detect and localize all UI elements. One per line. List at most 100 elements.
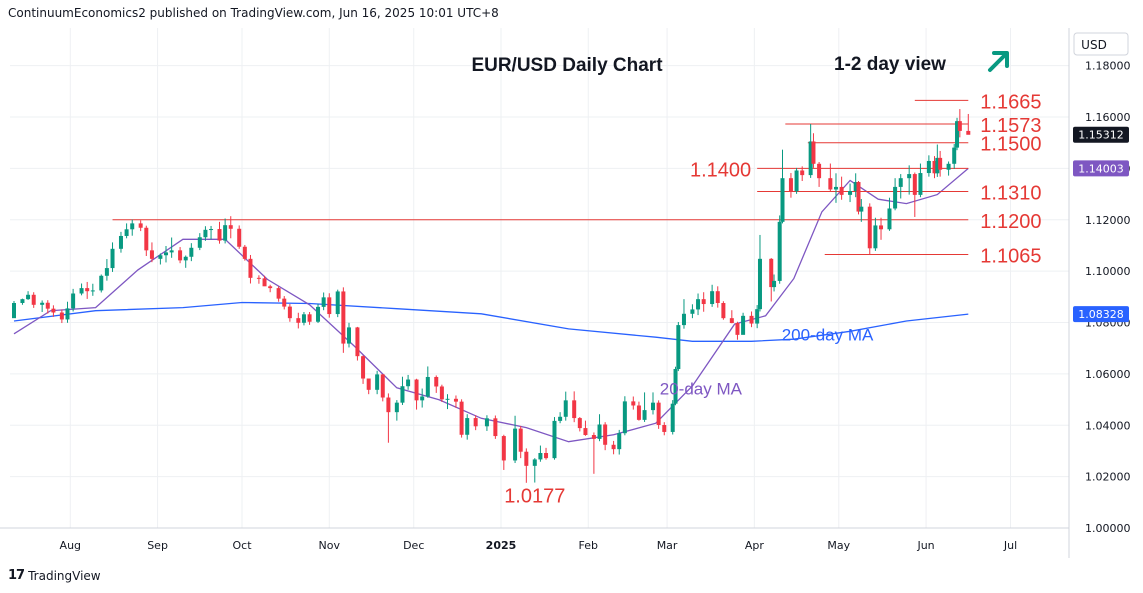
candle-body [282, 298, 287, 307]
annotation-label: 20-day MA [660, 379, 743, 398]
candle-body [741, 315, 746, 335]
candle-body [197, 237, 202, 248]
candle-body [307, 314, 312, 322]
candle-body [493, 418, 498, 437]
x-tick-label: Oct [233, 539, 253, 552]
candle-body [321, 297, 326, 307]
candle-body [808, 141, 813, 176]
candle-body [532, 459, 537, 466]
candle-body [538, 453, 543, 460]
currency-box[interactable] [1073, 32, 1129, 56]
footer[interactable]: 17 TradingView [8, 568, 101, 583]
candle-body [800, 170, 805, 176]
candle-body [735, 323, 740, 335]
candle-body [355, 327, 360, 357]
candle-body [124, 229, 129, 236]
candle-body [893, 186, 898, 209]
annotation-label: 1.0177 [504, 486, 565, 508]
currency-label: USD [1081, 38, 1107, 52]
candle-body [833, 186, 838, 190]
candle-body [859, 206, 864, 212]
candle-body [262, 278, 267, 287]
price-tags: 1.15312 1.14003 1.08328 [1073, 126, 1129, 323]
candle-body [164, 252, 169, 256]
candle-body [45, 302, 50, 309]
candle-body [690, 309, 695, 314]
candle-body [465, 418, 470, 435]
candle-body [873, 225, 878, 249]
chart-pane [10, 28, 1069, 528]
candle-body [237, 228, 242, 247]
candle-body [183, 256, 188, 261]
candle-body [380, 374, 385, 398]
candle-body [696, 299, 701, 310]
candle-body [676, 325, 681, 370]
y-tick-label: 1.10000 [1085, 265, 1131, 278]
candle-body [130, 223, 135, 230]
candle-body [445, 398, 450, 400]
x-tick-label: Apr [745, 539, 765, 552]
tradingview-brand: TradingView [28, 568, 101, 583]
candle-body [453, 398, 458, 402]
candle-body [907, 174, 912, 179]
level-label: 1.1400 [690, 159, 751, 181]
candle-body [118, 235, 123, 249]
candle-body [375, 374, 380, 390]
candle-body [189, 247, 194, 257]
candle-body [583, 428, 588, 436]
level-label: 1.1573 [980, 115, 1041, 137]
candle-body [335, 291, 340, 315]
candle-body [946, 163, 951, 170]
candle-body [420, 396, 425, 401]
candle-body [757, 258, 762, 310]
price-tag-box [1073, 126, 1129, 143]
candle-body [656, 402, 661, 426]
level-label: 1.1310 [980, 183, 1041, 205]
candle-body [856, 182, 861, 212]
candle-body [710, 291, 715, 305]
candle-body [242, 246, 247, 259]
candle-body [603, 424, 608, 445]
candle-body [777, 221, 782, 281]
candle-body [386, 397, 391, 413]
candle-body [887, 208, 892, 230]
candle-body [952, 147, 957, 164]
candle-body [597, 424, 602, 439]
candle-body [780, 178, 785, 222]
candle-body [138, 223, 143, 228]
candle-body [394, 402, 399, 413]
title-layer: EUR/USD Daily Chart 1-2 day view [471, 51, 1009, 76]
candle-body [932, 160, 937, 174]
price-tag-box [1073, 306, 1129, 323]
x-tick-label: Sep [147, 539, 168, 552]
candle-body [149, 250, 154, 259]
candle-body [99, 275, 104, 291]
candle-body [59, 312, 64, 320]
candle-body [955, 121, 960, 148]
candle-body [484, 418, 489, 427]
y-axis[interactable]: USD 1.180001.160001.140001.120001.100001… [1073, 32, 1131, 535]
x-axis[interactable]: Aug Sep Oct Nov Dec 2025 Feb Mar Apr May Jun Jul [60, 539, 1018, 552]
candle-body [938, 157, 943, 170]
ma200-layer [13, 301, 969, 342]
candle-body [853, 182, 858, 192]
candle-body [400, 386, 405, 403]
candle-body [459, 401, 464, 435]
candle-body [248, 258, 253, 278]
candle-body [935, 157, 940, 174]
candle-body [715, 291, 720, 304]
candle-body [848, 191, 853, 195]
candle-body [223, 225, 228, 241]
candle-body [631, 401, 636, 406]
y-tick-label: 1.04000 [1085, 419, 1131, 432]
candle-body [839, 186, 844, 195]
candle-body [670, 403, 675, 432]
candle-body [51, 308, 56, 313]
candle-body [439, 386, 444, 400]
level-label: 1.1065 [980, 245, 1041, 267]
candle-body [217, 229, 222, 241]
candle-body [341, 291, 346, 344]
candle-body [110, 248, 115, 269]
candle-body [651, 402, 656, 411]
